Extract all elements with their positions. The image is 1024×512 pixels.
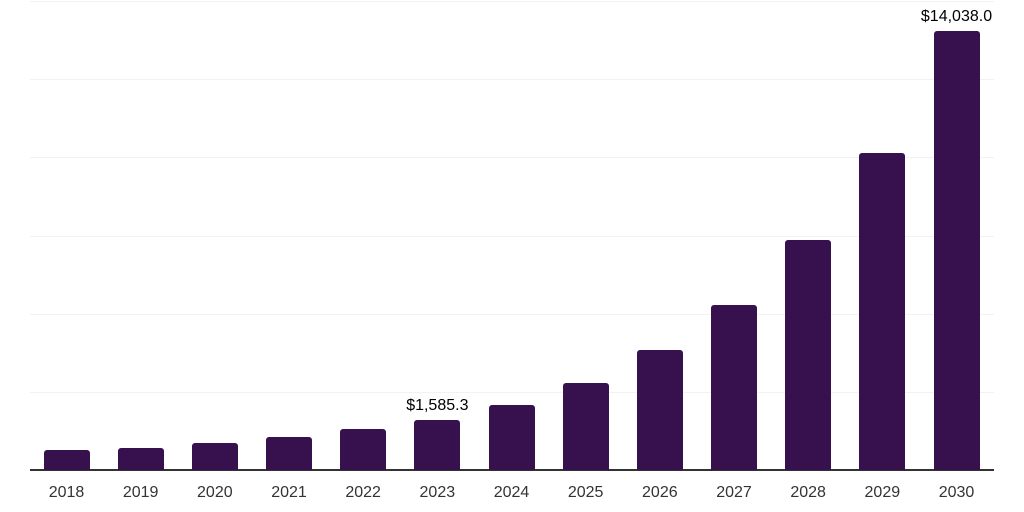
plot-area: $1,585.3 $14,038.0 <box>30 0 994 471</box>
x-axis-line <box>30 469 994 471</box>
x-tick-label-2027: 2027 <box>716 484 752 501</box>
x-tick-label-2028: 2028 <box>790 484 826 501</box>
bar-2022 <box>340 429 387 470</box>
x-tick-label-2018: 2018 <box>48 484 85 501</box>
bar-2029 <box>859 152 906 470</box>
x-tick-label-2029: 2029 <box>864 484 901 501</box>
bar-2019 <box>117 447 164 470</box>
bar-2021 <box>266 437 312 470</box>
bar-2023 <box>414 420 461 470</box>
gridline <box>30 157 994 159</box>
gridline <box>30 391 994 393</box>
x-tick-label-2026: 2026 <box>642 484 678 501</box>
gridline <box>30 1 994 2</box>
bar-value-label-2023: $1,585.3 <box>406 397 469 415</box>
x-tick-label-2030: 2030 <box>938 484 975 501</box>
gridline <box>30 313 994 315</box>
x-tick-label-2025: 2025 <box>567 484 604 501</box>
x-tick-label-2023: 2023 <box>419 484 456 501</box>
bar-2030 <box>933 31 980 470</box>
bar-2028 <box>785 240 832 470</box>
bar-value-label-2030: $14,038.0 <box>920 8 993 26</box>
x-tick-label-2022: 2022 <box>345 484 381 501</box>
x-tick-label-2024: 2024 <box>493 484 530 501</box>
bar-2025 <box>562 383 609 470</box>
gridline <box>30 79 994 81</box>
x-tick-label-2019: 2019 <box>122 484 159 501</box>
bar-2018 <box>43 450 90 470</box>
x-tick-label-2021: 2021 <box>271 484 307 501</box>
bar-2020 <box>191 443 238 470</box>
bar-2026 <box>636 350 683 470</box>
gridline <box>30 235 994 237</box>
bar-2024 <box>488 404 535 470</box>
x-tick-label-2020: 2020 <box>197 484 233 501</box>
bar-2027 <box>711 305 757 470</box>
